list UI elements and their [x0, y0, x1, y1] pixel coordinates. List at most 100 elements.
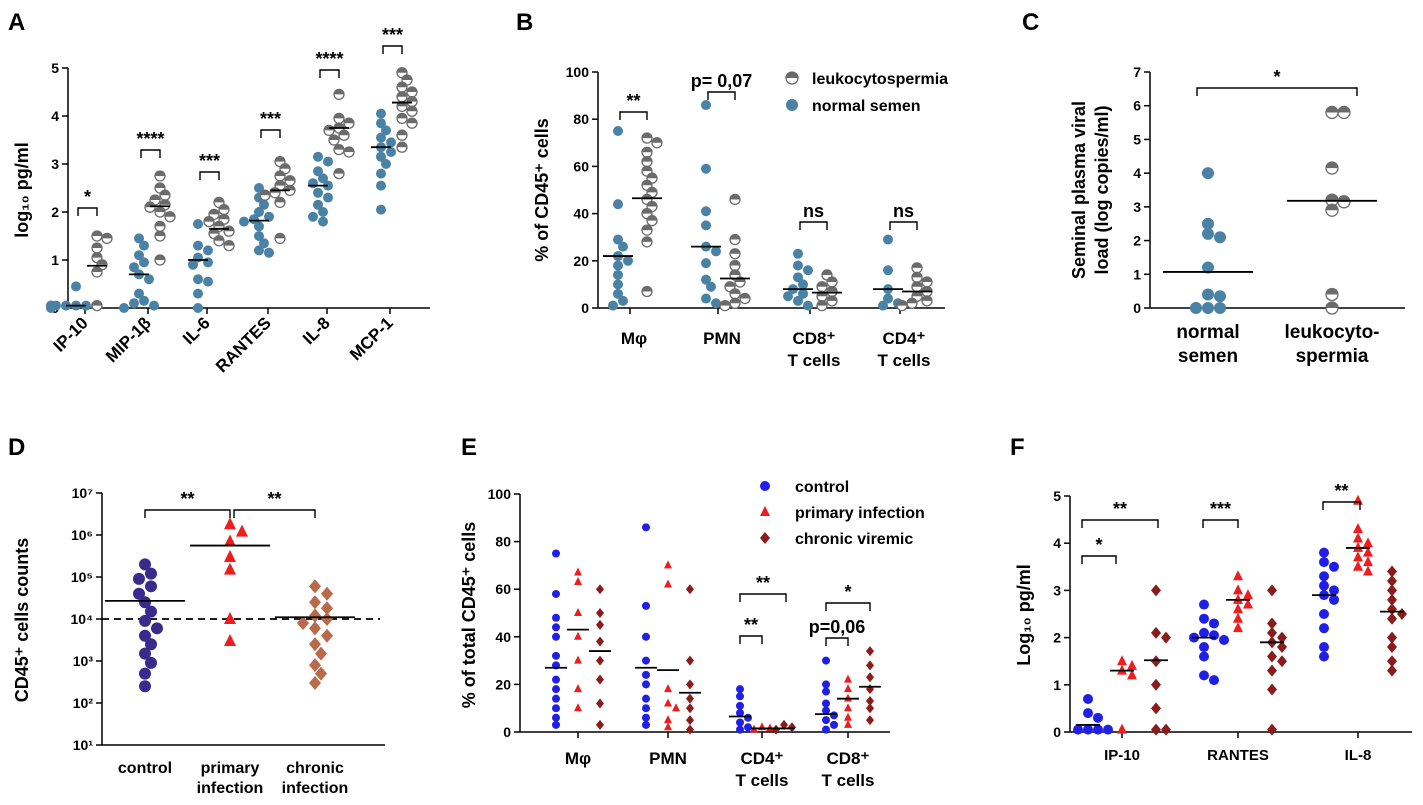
point-fill [730, 234, 740, 240]
point-fill [642, 166, 652, 172]
point-fill [822, 269, 832, 275]
data-point [574, 577, 582, 586]
significance-label: *** [1210, 499, 1231, 519]
data-point [274, 155, 286, 168]
data-point [259, 238, 269, 249]
x-tick-label: IL-6 [179, 313, 214, 348]
y-tick-label: 7 [1133, 64, 1141, 80]
point-fill [786, 72, 798, 78]
data-point [145, 638, 157, 651]
data-point [164, 211, 176, 223]
data-point [1233, 603, 1243, 614]
panel-label: A [8, 9, 25, 36]
point-fill [817, 281, 827, 287]
data-point [139, 647, 151, 660]
y-tick-label: 80 [495, 534, 511, 550]
data-point [1214, 302, 1226, 314]
y-tick-label: 4 [1133, 165, 1141, 181]
point-fill [397, 82, 407, 88]
data-point [1319, 642, 1329, 653]
data-point [139, 558, 151, 571]
data-point [686, 693, 694, 704]
point-fill [907, 298, 917, 304]
data-point [641, 224, 653, 236]
x-tick-label: semen [1178, 346, 1238, 367]
significance-bracket [799, 221, 828, 230]
point-fill [740, 293, 750, 299]
data-point [552, 694, 560, 703]
data-point [297, 616, 309, 631]
panel-a: A012345log₁₀ pg/mlIP-10*MIP-1β****IL-6**… [8, 9, 430, 376]
data-point [239, 216, 249, 227]
data-point [193, 274, 203, 285]
data-point [642, 680, 650, 689]
point-fill [642, 286, 652, 292]
data-point [1199, 627, 1209, 638]
significance-label: * [1095, 535, 1102, 555]
data-point [596, 674, 604, 685]
data-point [664, 722, 672, 731]
data-point [406, 86, 418, 98]
data-point [406, 117, 418, 129]
data-point [1083, 708, 1093, 719]
data-point [1277, 655, 1287, 668]
data-point [906, 297, 918, 309]
data-point [1199, 599, 1209, 610]
data-point [224, 534, 236, 547]
data-point [396, 91, 408, 103]
data-point [1387, 631, 1397, 644]
point-fill [102, 233, 112, 239]
x-tick-label: IL-8 [1345, 747, 1372, 764]
point-fill [730, 298, 740, 304]
data-point [154, 230, 166, 242]
data-point [623, 255, 633, 266]
data-point [154, 170, 166, 182]
y-tick-label: 10⁴ [71, 611, 94, 627]
significance-label: *** [199, 151, 220, 171]
y-tick-label: 5 [1133, 131, 1141, 147]
data-point [866, 703, 874, 714]
data-point [313, 166, 323, 177]
data-point [1267, 723, 1277, 736]
data-point [154, 206, 166, 218]
data-point [552, 589, 560, 598]
data-point [249, 214, 259, 225]
data-point [1267, 617, 1277, 630]
point-fill [334, 144, 344, 150]
data-point [203, 257, 213, 268]
data-point [766, 723, 774, 732]
data-point [911, 281, 923, 293]
data-point [711, 246, 721, 257]
y-tick-label: 2 [1133, 233, 1141, 249]
data-point [1267, 650, 1277, 663]
significance-label: p= 0,07 [691, 71, 753, 91]
data-point [646, 215, 658, 227]
data-point [1329, 594, 1339, 605]
data-point [1363, 546, 1373, 557]
point-fill [224, 240, 234, 246]
significance-label: **** [136, 129, 164, 149]
data-point [1151, 678, 1161, 691]
y-tick-label: 4 [51, 108, 59, 124]
data-point [193, 303, 203, 313]
data-point [826, 276, 838, 288]
data-point [844, 703, 852, 712]
point-fill [642, 225, 652, 231]
data-point [381, 125, 391, 136]
data-point [574, 655, 582, 664]
data-point [1329, 585, 1339, 596]
point-fill [642, 208, 652, 214]
point-fill [344, 147, 354, 152]
data-point [1127, 669, 1137, 680]
point-fill [214, 235, 224, 241]
data-point [641, 146, 653, 158]
significance-label: *** [260, 109, 281, 129]
data-point [729, 297, 741, 309]
point-fill [214, 197, 224, 203]
data-point [822, 725, 830, 734]
significance-bracket [77, 207, 98, 216]
point-fill [397, 67, 407, 73]
data-point [1190, 302, 1202, 314]
data-point [224, 612, 236, 624]
significance-bracket [144, 509, 231, 518]
